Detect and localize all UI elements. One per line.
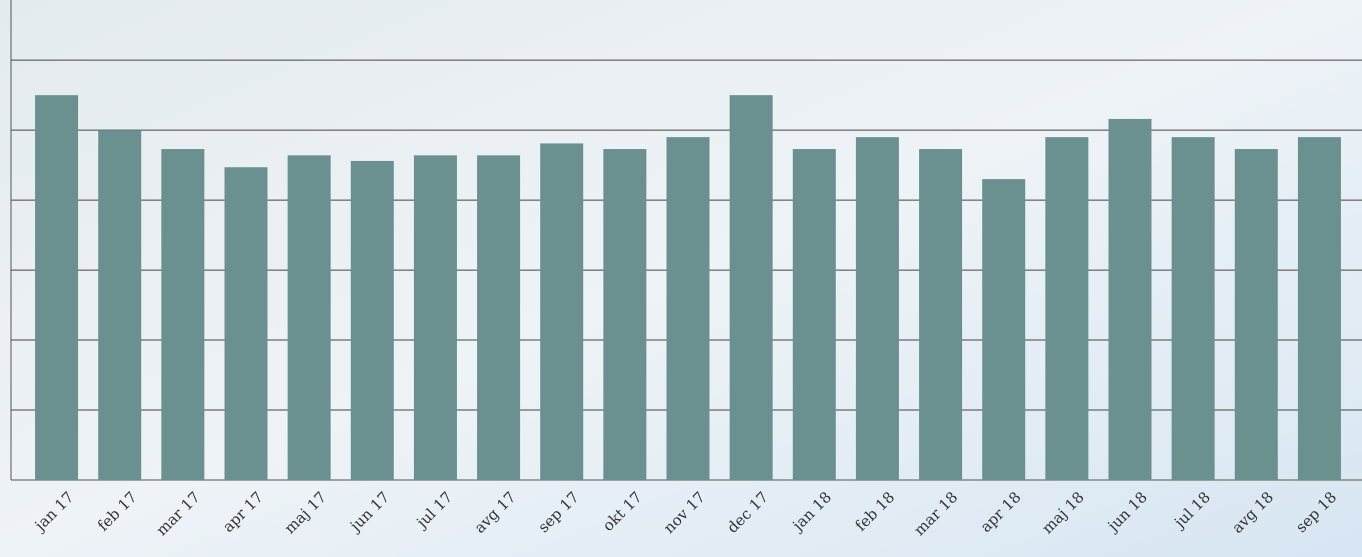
bar [477,155,520,480]
bar [225,167,268,480]
bar [1045,137,1088,480]
bar [603,149,646,480]
bar [161,149,204,480]
bar [856,137,899,480]
bar [540,143,583,480]
bar [98,130,141,480]
bar [730,95,773,480]
bar [351,161,394,480]
bar [1298,137,1341,480]
bar [1109,119,1152,480]
bar [414,155,457,480]
bar [982,179,1025,480]
bar [793,149,836,480]
bar [35,95,78,480]
bar [1172,137,1215,480]
bar [667,137,710,480]
chart: jan 17feb 17mar 17apr 17maj 17jun 17jul … [0,0,1362,557]
bar [1235,149,1278,480]
bar [288,155,331,480]
bar [919,149,962,480]
